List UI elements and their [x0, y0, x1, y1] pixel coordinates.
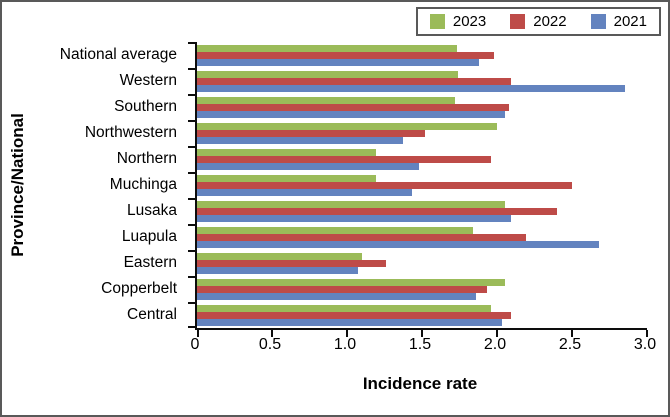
x-axis-tick-label-0-5: 0.5 — [258, 336, 282, 353]
category-label-eastern: Eastern — [123, 254, 177, 271]
y-axis-tick — [188, 198, 197, 200]
x-axis-tick — [646, 330, 648, 337]
bar-group-western — [197, 68, 647, 94]
y-axis-tick — [188, 146, 197, 148]
x-axis-tick — [571, 330, 573, 337]
category-label-copperbelt: Copperbelt — [101, 280, 177, 297]
x-axis-tick-label-2-0: 2.0 — [483, 336, 507, 353]
category-label-western: Western — [119, 72, 177, 89]
bar-2021-copperbelt — [197, 292, 476, 300]
bar-2022-central — [197, 311, 511, 319]
bar-group-northern — [197, 146, 647, 172]
bar-group-lusaka — [197, 198, 647, 224]
category-label-lusaka: Lusaka — [127, 202, 177, 219]
x-axis-tick — [496, 330, 498, 337]
bar-2022-eastern — [197, 259, 386, 267]
bar-2021-southern — [197, 110, 505, 118]
legend-label-2021: 2021 — [613, 13, 647, 30]
legend: 2023 2022 2021 — [415, 7, 661, 36]
x-axis-tick — [197, 330, 199, 337]
bar-group-luapula — [197, 224, 647, 250]
category-label-southern: Southern — [114, 98, 177, 115]
bar-2023-southern — [197, 96, 455, 104]
bar-2023-national-average — [197, 44, 457, 52]
category-labels: National average Western Southern Northwest… — [2, 42, 186, 328]
bar-2021-muchinga — [197, 188, 412, 196]
bar-group-copperbelt — [197, 276, 647, 302]
x-axis-tick-label-0: 0 — [190, 336, 200, 353]
category-label-luapula: Luapula — [121, 228, 177, 245]
y-axis-tick — [188, 326, 197, 328]
bar-group-central — [197, 302, 647, 328]
bar-2022-western — [197, 77, 511, 85]
x-axis-tick-label-2-5: 2.5 — [558, 336, 582, 353]
bar-group-muchinga — [197, 172, 647, 198]
x-axis-tick — [421, 330, 423, 337]
x-axis-tick-label-1-0: 1.0 — [333, 336, 357, 353]
bar-2021-northwestern — [197, 136, 403, 144]
bar-2023-northwestern — [197, 122, 497, 130]
bar-2022-southern — [197, 103, 509, 111]
bar-group-national-average — [197, 42, 647, 68]
plot-area — [188, 42, 648, 337]
x-axis-tick-label-3-0: 3.0 — [633, 336, 657, 353]
bar-2021-luapula — [197, 240, 599, 248]
x-axis-tick — [346, 330, 348, 337]
bar-group-northwestern — [197, 120, 647, 146]
legend-label-2022: 2022 — [533, 13, 567, 30]
bar-2021-western — [197, 84, 625, 92]
bar-2021-lusaka — [197, 214, 511, 222]
legend-swatch-2022 — [510, 14, 526, 29]
x-axis-tick-label-1-5: 1.5 — [408, 336, 432, 353]
bar-2022-luapula — [197, 233, 526, 241]
legend-item-2023: 2023 — [429, 13, 487, 30]
bar-2022-muchinga — [197, 181, 572, 189]
bar-2021-central — [197, 318, 502, 326]
y-axis-tick — [188, 250, 197, 252]
legend-swatch-2023 — [429, 14, 445, 29]
bar-2022-copperbelt — [197, 285, 487, 293]
x-axis-title: Incidence rate — [362, 374, 478, 393]
bar-2023-luapula — [197, 226, 473, 234]
bar-2023-copperbelt — [197, 278, 505, 286]
legend-item-2021: 2021 — [590, 13, 647, 30]
y-axis-tick — [188, 68, 197, 70]
legend-item-2022: 2022 — [510, 13, 567, 30]
category-label-muchinga: Muchinga — [109, 176, 177, 193]
y-axis-tick — [188, 42, 197, 44]
x-axis-tick-labels: 0 0.5 1.0 1.5 2.0 2.5 3.0 — [191, 336, 657, 358]
bar-2022-national-average — [197, 51, 494, 59]
bar-2021-eastern — [197, 266, 358, 274]
bar-2023-northern — [197, 148, 376, 156]
bar-2023-western — [197, 70, 458, 78]
bar-2021-northern — [197, 162, 419, 170]
bar-2023-lusaka — [197, 200, 505, 208]
category-label-national-average: National average — [59, 46, 177, 63]
bar-group-eastern — [197, 250, 647, 276]
bar-group-southern — [197, 94, 647, 120]
y-axis-tick — [188, 120, 197, 122]
bar-2022-northern — [197, 155, 491, 163]
category-label-northern: Northern — [116, 150, 177, 167]
bar-2023-central — [197, 304, 491, 312]
y-axis-tick — [188, 172, 197, 174]
y-axis-tick — [188, 94, 197, 96]
bar-2023-muchinga — [197, 174, 376, 182]
y-axis-tick — [188, 276, 197, 278]
bar-2021-national-average — [197, 58, 479, 66]
category-label-northwestern: Northwestern — [84, 124, 177, 141]
category-label-central: Central — [127, 306, 177, 323]
legend-label-2023: 2023 — [452, 13, 487, 30]
legend-swatch-2021 — [590, 14, 606, 29]
bar-2023-eastern — [197, 252, 362, 260]
y-axis-tick — [188, 224, 197, 226]
bar-2022-northwestern — [197, 129, 425, 137]
y-axis-tick — [188, 302, 197, 304]
bar-2022-lusaka — [197, 207, 557, 215]
x-axis-tick — [271, 330, 273, 337]
